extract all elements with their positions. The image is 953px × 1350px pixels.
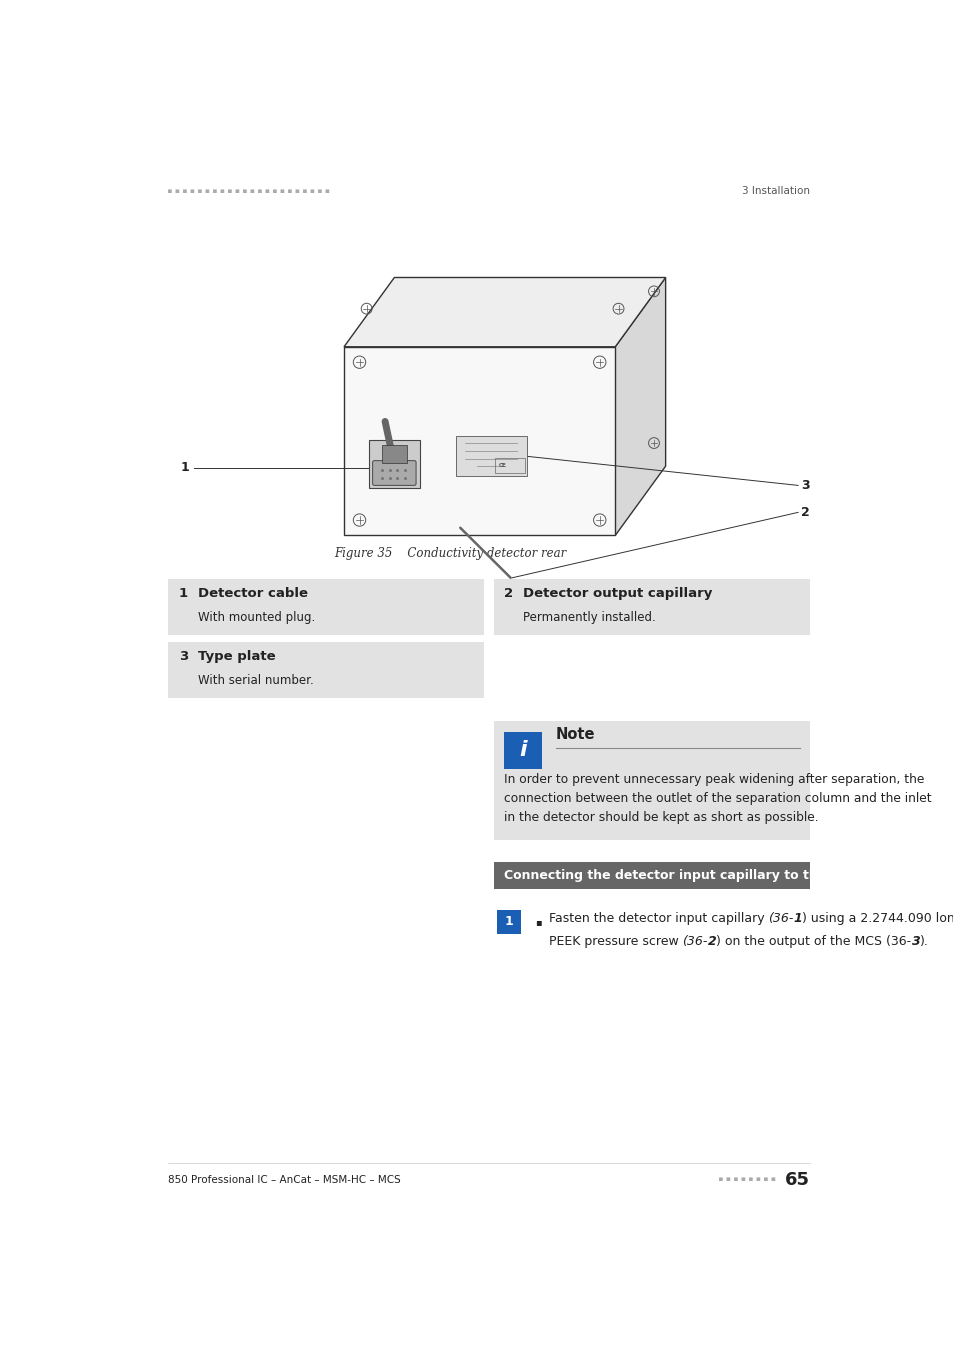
FancyBboxPatch shape [373,460,416,485]
Bar [493,721,809,840]
Text: ■ ■ ■ ■ ■ ■ ■ ■ ■ ■ ■ ■ ■ ■ ■ ■ ■ ■ ■ ■ ■ ■: ■ ■ ■ ■ ■ ■ ■ ■ ■ ■ ■ ■ ■ ■ ■ ■ ■ ■ ■ ■ … [168,189,333,194]
Text: Connecting the detector input capillary to the MCS: Connecting the detector input capillary … [504,869,861,882]
Text: Detector cable: Detector cable [197,587,307,599]
Text: 1: 1 [793,913,801,925]
Bar [504,732,541,768]
Bar [168,643,484,698]
Text: 1: 1 [179,587,188,599]
Text: ).: ). [920,936,928,948]
Bar [493,579,809,634]
FancyBboxPatch shape [456,436,526,477]
Bar [493,861,809,888]
Text: (36-: (36- [681,936,707,948]
Text: Type plate: Type plate [197,649,274,663]
Text: 3: 3 [179,649,188,663]
Text: Fasten the detector input capillary: Fasten the detector input capillary [548,913,767,925]
Text: 2: 2 [707,936,716,948]
Text: Detector output capillary: Detector output capillary [522,587,712,599]
Text: With mounted plug.: With mounted plug. [197,612,314,624]
Polygon shape [344,347,615,536]
Text: Note: Note [555,728,595,743]
Text: 65: 65 [784,1170,809,1189]
Bar [168,579,484,634]
Text: CE: CE [498,463,506,468]
Bar [495,458,524,472]
Text: PEEK pressure screw: PEEK pressure screw [548,936,681,948]
Text: 3: 3 [911,936,920,948]
Polygon shape [615,278,665,536]
Text: ) on the output of the MCS (36-: ) on the output of the MCS (36- [716,936,911,948]
Bar [497,910,520,934]
Text: i: i [518,740,526,760]
Text: 2: 2 [801,506,809,518]
FancyBboxPatch shape [369,440,419,487]
Text: With serial number.: With serial number. [197,675,313,687]
Text: 850 Professional IC – AnCat – MSM-HC – MCS: 850 Professional IC – AnCat – MSM-HC – M… [168,1174,400,1185]
FancyBboxPatch shape [381,444,406,463]
Text: ■ ■ ■ ■ ■ ■ ■ ■: ■ ■ ■ ■ ■ ■ ■ ■ [718,1177,778,1183]
Text: Permanently installed.: Permanently installed. [522,612,655,624]
Text: 1: 1 [504,915,513,929]
Text: 3: 3 [801,479,809,491]
Text: 2: 2 [504,587,513,599]
Text: ▪: ▪ [534,917,540,927]
Text: 1: 1 [180,462,189,474]
Text: Figure 35    Conductivity detector rear: Figure 35 Conductivity detector rear [334,547,566,560]
Text: In order to prevent unnecessary peak widening after separation, the
connection b: In order to prevent unnecessary peak wid… [504,772,931,824]
Text: ) using a 2.2744.090 long: ) using a 2.2744.090 long [801,913,953,925]
Polygon shape [344,278,665,347]
Text: 3 Installation: 3 Installation [741,186,809,196]
Text: (36-: (36- [767,913,793,925]
